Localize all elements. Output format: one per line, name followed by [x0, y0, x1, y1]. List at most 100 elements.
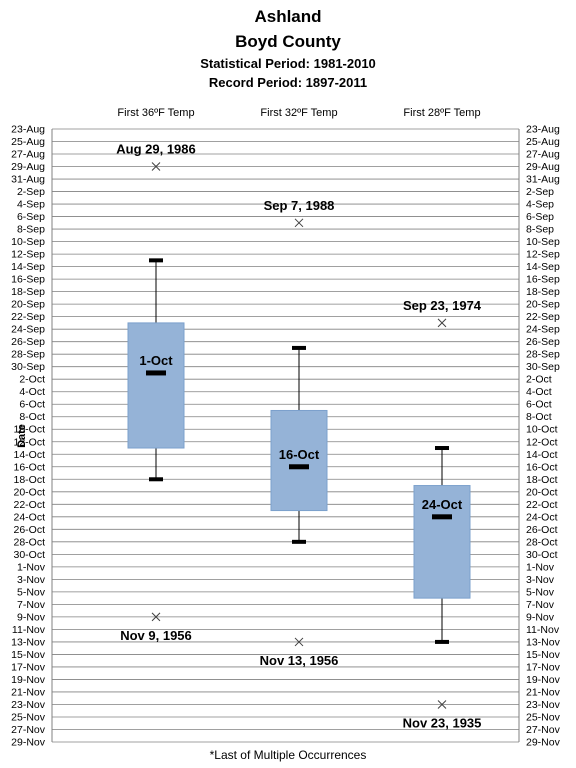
y-tick-label-right: 29-Nov: [526, 737, 561, 749]
y-tick-label-right: 13-Nov: [526, 636, 561, 648]
y-tick-label-right: 30-Oct: [526, 549, 558, 561]
y-tick-label-right: 24-Oct: [526, 511, 558, 523]
y-tick-label-right: 6-Sep: [526, 211, 554, 223]
y-tick-label-right: 25-Aug: [526, 136, 560, 148]
y-tick-label-left: 28-Sep: [11, 349, 45, 361]
y-tick-label-left: 6-Oct: [19, 399, 45, 411]
y-tick-label-right: 22-Sep: [526, 311, 560, 323]
y-tick-label-right: 12-Sep: [526, 249, 560, 261]
whisker-cap-high: [149, 477, 163, 482]
y-tick-label-left: 24-Oct: [13, 511, 45, 523]
y-tick-label-right: 3-Nov: [526, 574, 555, 586]
y-tick-label-left: 7-Nov: [17, 599, 46, 611]
y-tick-label-left: 15-Nov: [11, 649, 46, 661]
y-tick-label-left: 23-Aug: [11, 124, 45, 136]
y-tick-label-right: 10-Oct: [526, 424, 558, 436]
record-label: Aug 29, 1986: [116, 142, 196, 157]
y-tick-label-right: 14-Oct: [526, 449, 558, 461]
y-tick-label-right: 24-Sep: [526, 324, 560, 336]
chart-titles: Ashland Boyd County Statistical Period: …: [0, 4, 576, 92]
whisker-cap-high: [292, 539, 306, 544]
record-marker: [437, 318, 447, 328]
y-tick-label-left: 6-Sep: [17, 211, 45, 223]
y-tick-label-right: 27-Nov: [526, 724, 561, 736]
y-tick-label-right: 1-Nov: [526, 561, 555, 573]
y-tick-label-left: 9-Nov: [17, 611, 46, 623]
statistical-period: Statistical Period: 1981-2010: [200, 56, 376, 71]
y-tick-label-left: 12-Sep: [11, 249, 45, 261]
y-tick-label-right: 28-Oct: [526, 536, 558, 548]
y-tick-label-left: 14-Sep: [11, 261, 45, 273]
chart-subtitle-county: Boyd County: [235, 32, 341, 51]
y-tick-label-right: 28-Sep: [526, 349, 560, 361]
y-tick-label-left: 18-Oct: [13, 474, 45, 486]
y-tick-label-left: 10-Oct: [13, 424, 45, 436]
footnote: *Last of Multiple Occurrences: [209, 748, 367, 762]
y-tick-label-right: 21-Nov: [526, 686, 561, 698]
y-tick-label-left: 19-Nov: [11, 674, 46, 686]
y-tick-label-right: 8-Sep: [526, 224, 554, 236]
median-marker: [289, 464, 309, 470]
y-tick-label-right: 16-Oct: [526, 461, 558, 473]
y-tick-label-left: 22-Oct: [13, 499, 45, 511]
y-tick-label-left: 29-Nov: [11, 737, 46, 749]
y-tick-label-right: 18-Sep: [526, 286, 560, 298]
y-tick-label-left: 31-Aug: [11, 174, 45, 186]
y-tick-label-left: 11-Nov: [12, 624, 46, 636]
y-tick-label-left: 4-Oct: [19, 386, 45, 398]
whisker-cap-high: [435, 639, 449, 644]
y-tick-label-left: 24-Sep: [11, 324, 45, 336]
y-tick-label-left: 20-Sep: [11, 299, 45, 311]
y-tick-label-left: 27-Nov: [11, 724, 46, 736]
y-tick-label-right: 18-Oct: [526, 474, 558, 486]
y-tick-label-left: 20-Oct: [13, 486, 45, 498]
y-tick-label-left: 13-Nov: [11, 636, 46, 648]
y-tick-label-left: 1-Nov: [17, 561, 46, 573]
y-tick-label-right: 25-Nov: [526, 711, 561, 723]
y-tick-label-left: 8-Sep: [17, 224, 45, 236]
y-tick-label-right: 20-Sep: [526, 299, 560, 311]
category-label: First 28ºF Temp: [403, 107, 480, 119]
y-tick-label-left: 12-Oct: [13, 436, 45, 448]
y-tick-label-right: 23-Aug: [526, 124, 560, 136]
y-tick-label-left: 18-Sep: [11, 286, 45, 298]
y-tick-label-left: 27-Aug: [11, 149, 45, 161]
y-tick-label-right: 8-Oct: [526, 411, 552, 423]
y-tick-label-right: 26-Sep: [526, 336, 560, 348]
record-label: Nov 23, 1935: [403, 715, 482, 730]
median-marker: [146, 370, 166, 376]
y-tick-label-left: 23-Nov: [11, 699, 46, 711]
y-tick-label-left: 26-Oct: [13, 524, 45, 536]
y-tick-label-right: 12-Oct: [526, 436, 558, 448]
y-tick-label-left: 3-Nov: [17, 574, 46, 586]
record-marker: [294, 637, 304, 647]
median-marker: [432, 514, 452, 520]
y-tick-label-right: 29-Aug: [526, 161, 560, 173]
y-tick-label-right: 11-Nov: [526, 624, 560, 636]
y-tick-label-left: 25-Aug: [11, 136, 45, 148]
y-tick-label-right: 20-Oct: [526, 486, 558, 498]
iqr-box: [413, 485, 471, 599]
y-tick-label-right: 4-Sep: [526, 199, 554, 211]
y-tick-label-right: 16-Sep: [526, 274, 560, 286]
y-tick-label-left: 29-Aug: [11, 161, 45, 173]
y-tick-label-left: 30-Sep: [11, 361, 45, 373]
record-marker: [437, 700, 447, 709]
y-tick-label-left: 8-Oct: [19, 411, 45, 423]
record-label: Sep 23, 1974: [403, 298, 482, 313]
y-tick-label-right: 9-Nov: [526, 611, 555, 623]
y-tick-label-right: 19-Nov: [526, 674, 561, 686]
y-tick-label-right: 26-Oct: [526, 524, 558, 536]
y-tick-label-right: 2-Oct: [526, 374, 552, 386]
record-label: Sep 7, 1988: [264, 198, 335, 213]
record-period: Record Period: 1897-2011: [208, 75, 368, 90]
y-tick-label-left: 10-Sep: [11, 236, 45, 248]
y-tick-label-left: 17-Nov: [11, 661, 46, 673]
y-tick-label-left: 16-Sep: [11, 274, 45, 286]
y-tick-label-right: 15-Nov: [526, 649, 561, 661]
category-label: First 32ºF Temp: [260, 107, 337, 119]
y-tick-label-right: 5-Nov: [526, 586, 555, 598]
y-tick-label-left: 4-Sep: [17, 199, 45, 211]
y-tick-label-left: 30-Oct: [13, 549, 45, 561]
